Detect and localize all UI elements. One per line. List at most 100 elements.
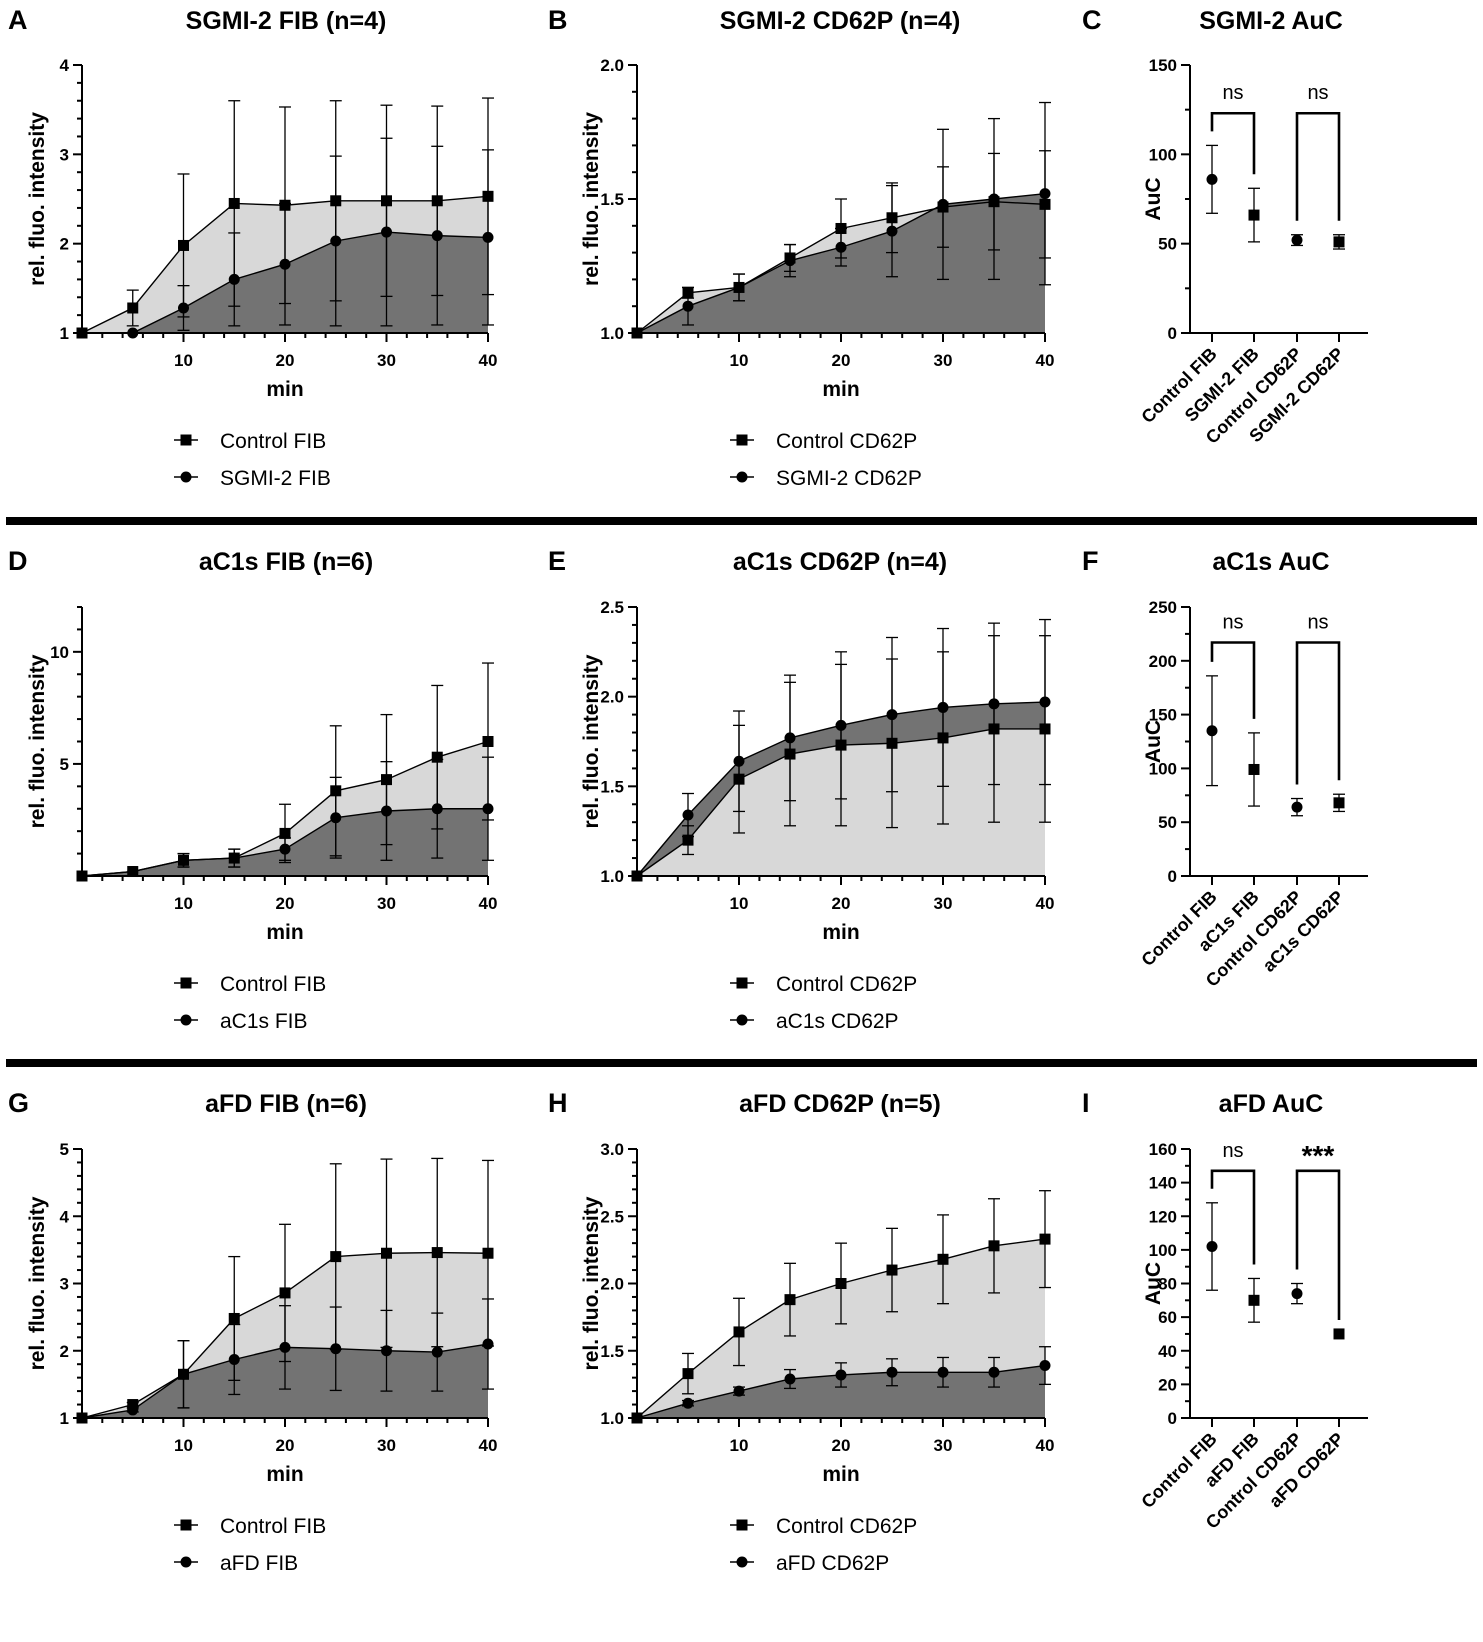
y-tick-label: 20 bbox=[1158, 1375, 1177, 1394]
significance-bracket bbox=[1210, 1169, 1256, 1265]
data-point-control-cd62p bbox=[1291, 801, 1303, 813]
x-tick-label: 40 bbox=[479, 351, 498, 370]
legend-marker bbox=[736, 1014, 748, 1026]
y-axis-label: AuC bbox=[1142, 720, 1165, 763]
x-tick-label: 20 bbox=[832, 1436, 851, 1455]
data-point-sgmi-2-fib bbox=[279, 258, 291, 270]
data-point-afd-fib bbox=[228, 1353, 240, 1365]
legend-marker bbox=[180, 471, 192, 483]
panel-A: A SGMI-2 FIB (n=4) 1 2 3 4 10 20 30 40 min rel. flu… bbox=[8, 5, 497, 490]
panel-title: aFD CD62P (n=5) bbox=[739, 1090, 941, 1118]
y-tick-label: 2.0 bbox=[600, 1275, 624, 1294]
x-tick-label: 40 bbox=[1036, 351, 1055, 370]
panel-letter: I bbox=[1082, 1088, 1090, 1118]
y-tick-label: 140 bbox=[1149, 1174, 1177, 1193]
legend-marker bbox=[180, 1014, 192, 1026]
y-tick-label: 0 bbox=[1168, 324, 1177, 343]
data-point-afd-fib bbox=[1248, 1294, 1260, 1306]
y-tick-label: 1.0 bbox=[600, 867, 624, 886]
panel-title: aFD AuC bbox=[1219, 1090, 1324, 1118]
y-tick-label: 1.0 bbox=[600, 1409, 624, 1428]
y-tick-label: 250 bbox=[1149, 598, 1177, 617]
data-point-afd-fib bbox=[330, 1343, 342, 1355]
data-point-ac1s-fib bbox=[381, 805, 392, 817]
x-tick-label: 10 bbox=[730, 1436, 749, 1455]
panel-title: aC1s AuC bbox=[1212, 548, 1329, 576]
data-point-ac1s-cd62p bbox=[784, 732, 796, 744]
data-point-ac1s-fib bbox=[228, 852, 240, 864]
data-point-afd-fib bbox=[431, 1346, 443, 1358]
y-tick-label: 2 bbox=[60, 1342, 69, 1361]
y-tick-label: 3.0 bbox=[600, 1140, 624, 1159]
panel-letter: H bbox=[548, 1088, 568, 1118]
x-tick-label: 20 bbox=[276, 351, 295, 370]
y-tick-label: 100 bbox=[1149, 759, 1177, 778]
data-point-control-fib bbox=[228, 197, 240, 209]
data-point-sgmi-2-cd62p bbox=[835, 241, 847, 253]
y-tick-label: 1.5 bbox=[600, 190, 624, 209]
x-tick-label: 10 bbox=[174, 1436, 193, 1455]
data-point-control-cd62p bbox=[886, 1264, 898, 1276]
data-point-ac1s-cd62p bbox=[733, 755, 745, 767]
data-point-control-fib bbox=[279, 1287, 291, 1299]
x-tick-label: 20 bbox=[276, 894, 295, 913]
significance-label: *** bbox=[1302, 1140, 1335, 1171]
data-point-afd-cd62p bbox=[988, 1366, 1000, 1378]
x-tick-label: 30 bbox=[934, 1436, 953, 1455]
legend-label: Control CD62P bbox=[776, 430, 917, 453]
y-tick-label: 5 bbox=[60, 1140, 69, 1159]
x-tick-label: 10 bbox=[730, 351, 749, 370]
y-axis-label: AuC bbox=[1142, 177, 1165, 220]
panel-title: SGMI-2 FIB (n=4) bbox=[186, 7, 387, 35]
data-point-ac1s-fib bbox=[1248, 763, 1260, 775]
y-axis-label: rel. fluo. intensity bbox=[26, 654, 49, 828]
x-tick-label: 40 bbox=[1036, 1436, 1055, 1455]
data-point-control-fib bbox=[279, 827, 291, 839]
y-axis-label: AuC bbox=[1142, 1262, 1165, 1305]
data-point-control-cd62p bbox=[988, 1240, 1000, 1252]
data-point-control-cd62p bbox=[682, 834, 694, 846]
significance-label: ns bbox=[1307, 612, 1328, 634]
data-point-sgmi-2-cd62p bbox=[1333, 236, 1345, 248]
data-point-control-cd62p bbox=[1291, 234, 1303, 246]
x-tick-label: 30 bbox=[934, 351, 953, 370]
legend-marker bbox=[736, 977, 748, 989]
significance-bracket bbox=[1295, 641, 1341, 785]
data-point-control-cd62p bbox=[733, 1326, 745, 1338]
legend-label: Control CD62P bbox=[776, 1515, 917, 1538]
panel-letter: G bbox=[8, 1088, 29, 1118]
legend-marker bbox=[736, 1556, 748, 1568]
data-point-control-fib bbox=[381, 1247, 392, 1259]
data-point-control-fib bbox=[178, 239, 189, 251]
data-point-sgmi-2-cd62p bbox=[733, 281, 745, 293]
y-axis-label: rel. fluo. intensity bbox=[26, 1196, 49, 1370]
data-point-ac1s-fib bbox=[178, 854, 189, 866]
x-tick-label: 10 bbox=[730, 894, 749, 913]
x-axis-label: min bbox=[266, 1463, 303, 1486]
panel-B: B SGMI-2 CD62P (n=4) 1.0 1.5 2.0 10 20 30 40 min r… bbox=[548, 5, 1054, 490]
y-tick-label: 60 bbox=[1158, 1308, 1177, 1327]
data-point-control-fib bbox=[127, 302, 139, 314]
y-tick-label: 2.5 bbox=[600, 1207, 624, 1226]
y-tick-label: 150 bbox=[1149, 56, 1177, 75]
y-tick-label: 1.0 bbox=[600, 324, 624, 343]
legend-label: Control CD62P bbox=[776, 973, 917, 996]
data-point-afd-fib bbox=[178, 1368, 189, 1380]
y-tick-label: 50 bbox=[1158, 813, 1177, 832]
x-tick-label: 40 bbox=[479, 1436, 498, 1455]
y-tick-label: 80 bbox=[1158, 1275, 1177, 1294]
data-point-sgmi-2-fib bbox=[482, 231, 494, 243]
legend-marker bbox=[736, 1519, 748, 1531]
data-point-ac1s-cd62p bbox=[988, 698, 1000, 710]
y-tick-label: 200 bbox=[1149, 652, 1177, 671]
y-tick-label: 50 bbox=[1158, 235, 1177, 254]
significance-label: ns bbox=[1307, 82, 1328, 104]
data-point-ac1s-cd62p bbox=[1333, 797, 1345, 809]
data-point-sgmi-2-fib bbox=[381, 226, 392, 238]
x-axis-label: min bbox=[822, 921, 859, 944]
panel-letter: B bbox=[548, 5, 568, 35]
row-divider bbox=[6, 517, 1477, 525]
data-point-ac1s-fib bbox=[431, 803, 443, 815]
